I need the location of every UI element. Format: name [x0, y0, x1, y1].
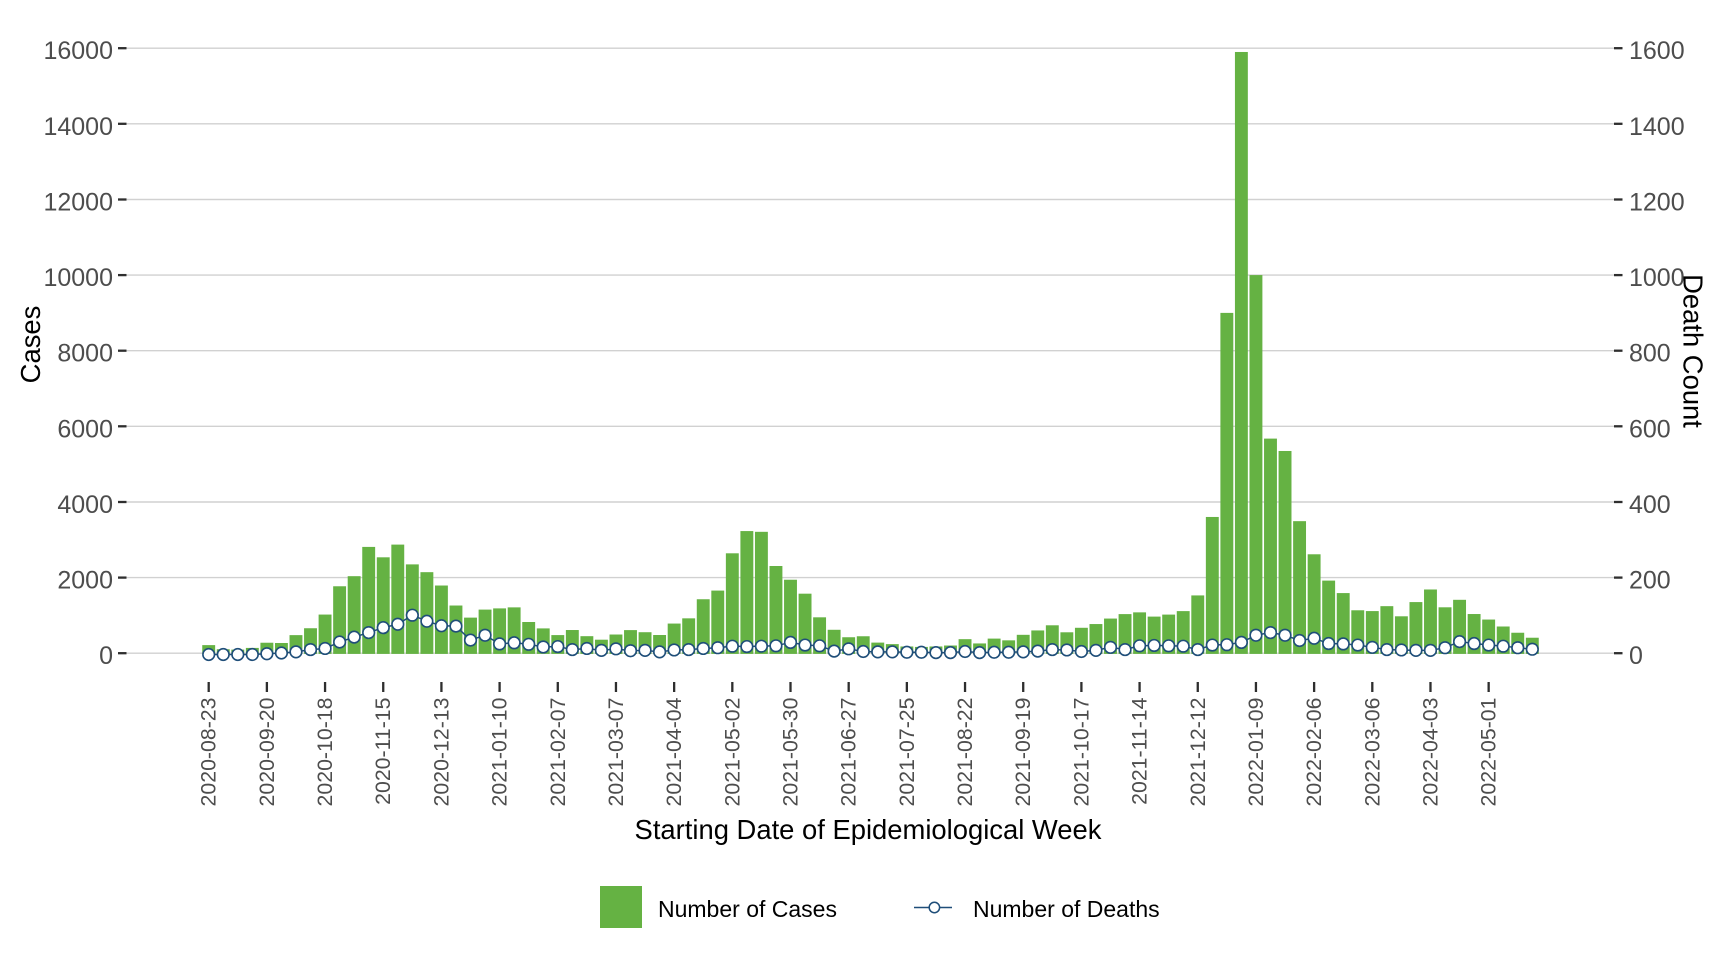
svg-text:2021-01-10: 2021-01-10 [488, 697, 512, 806]
svg-text:6000: 6000 [57, 415, 113, 443]
svg-text:Starting Date of Epidemiologic: Starting Date of Epidemiological Week [635, 814, 1102, 845]
svg-text:2020-09-20: 2020-09-20 [255, 697, 279, 806]
svg-text:2021-02-07: 2021-02-07 [546, 698, 570, 807]
svg-text:8000: 8000 [57, 340, 113, 368]
svg-text:2022-01-09: 2022-01-09 [1244, 698, 1268, 807]
svg-text:2020-11-15: 2020-11-15 [371, 698, 395, 805]
svg-text:2021-07-25: 2021-07-25 [895, 698, 919, 807]
svg-text:4000: 4000 [57, 491, 113, 519]
svg-text:Cases: Cases [15, 306, 46, 384]
svg-text:Number of Cases: Number of Cases [658, 896, 837, 922]
svg-text:14000: 14000 [43, 113, 113, 141]
svg-text:2021-12-12: 2021-12-12 [1186, 698, 1210, 807]
svg-text:800: 800 [1629, 340, 1671, 368]
svg-text:2020-12-13: 2020-12-13 [429, 698, 453, 807]
svg-text:2020-10-18: 2020-10-18 [313, 698, 337, 807]
svg-text:0: 0 [99, 642, 113, 670]
svg-text:2021-08-22: 2021-08-22 [953, 698, 977, 807]
svg-text:2020-08-23: 2020-08-23 [197, 698, 221, 807]
svg-text:2022-03-06: 2022-03-06 [1360, 698, 1384, 807]
svg-text:10000: 10000 [43, 264, 113, 292]
svg-text:2022-02-06: 2022-02-06 [1302, 698, 1326, 807]
svg-text:2000: 2000 [57, 567, 113, 595]
svg-text:2022-05-01: 2022-05-01 [1477, 698, 1501, 807]
svg-text:400: 400 [1629, 491, 1671, 519]
svg-text:16000: 16000 [43, 37, 113, 65]
svg-text:1400: 1400 [1629, 113, 1685, 141]
svg-text:600: 600 [1629, 415, 1671, 443]
svg-text:2021-03-07: 2021-03-07 [604, 698, 628, 807]
svg-text:1000: 1000 [1629, 264, 1685, 292]
svg-text:2021-09-19: 2021-09-19 [1011, 698, 1035, 807]
svg-text:12000: 12000 [43, 189, 113, 217]
svg-text:Number of Deaths: Number of Deaths [973, 896, 1160, 922]
svg-text:2021-11-14: 2021-11-14 [1128, 697, 1152, 805]
svg-text:2021-04-04: 2021-04-04 [662, 697, 686, 806]
svg-text:2021-06-27: 2021-06-27 [837, 698, 861, 807]
svg-text:0: 0 [1629, 642, 1643, 670]
svg-text:2021-10-17: 2021-10-17 [1069, 698, 1093, 807]
svg-text:2022-04-03: 2022-04-03 [1418, 698, 1442, 807]
svg-text:Death Count: Death Count [1678, 274, 1709, 428]
svg-text:200: 200 [1629, 567, 1671, 595]
svg-text:1200: 1200 [1629, 189, 1685, 217]
svg-text:1600: 1600 [1629, 37, 1685, 65]
svg-text:2021-05-30: 2021-05-30 [779, 697, 803, 806]
svg-text:2021-05-02: 2021-05-02 [720, 698, 744, 807]
